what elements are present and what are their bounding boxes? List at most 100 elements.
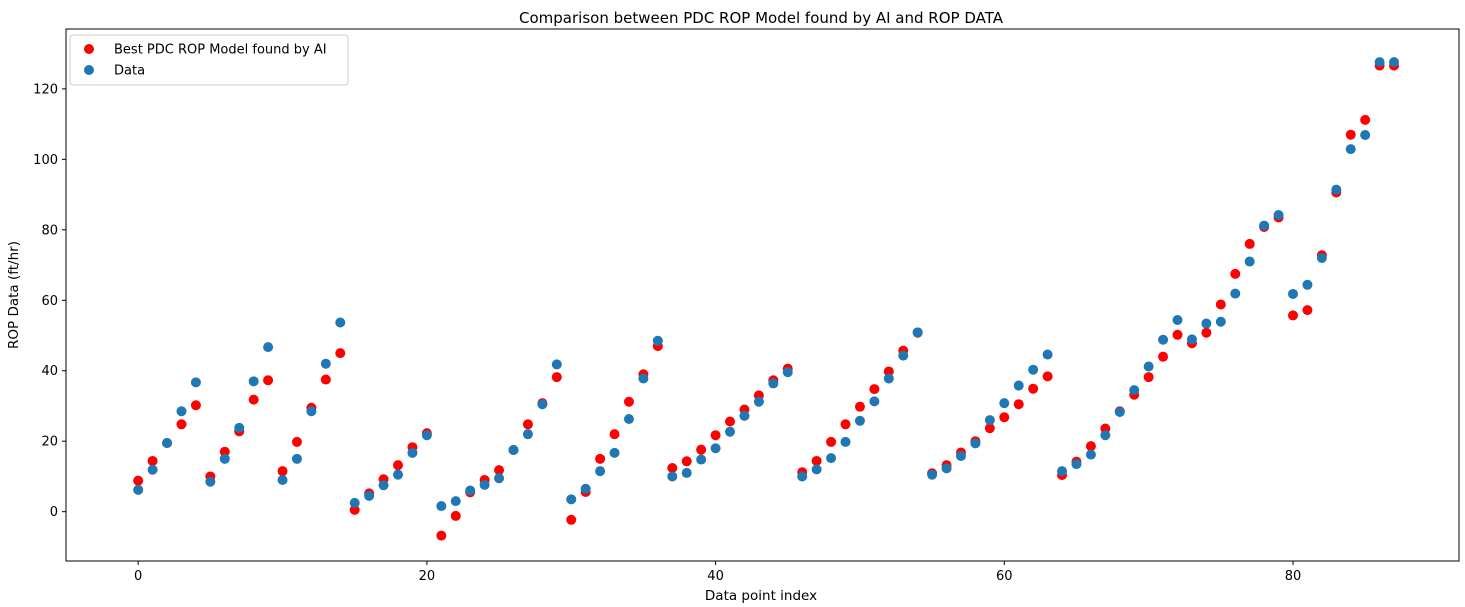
data-point [1288, 289, 1298, 299]
data-point [1129, 385, 1139, 395]
data-point [841, 419, 851, 429]
data-point [133, 476, 143, 486]
data-point [855, 402, 865, 412]
data-point [1028, 365, 1038, 375]
data-point [869, 384, 879, 394]
data-point [595, 454, 605, 464]
legend-label: Best PDC ROP Model found by AI [114, 43, 327, 58]
data-point [234, 423, 244, 433]
data-point [436, 531, 446, 541]
data-point [927, 470, 937, 480]
x-axis-label: Data point index [705, 588, 817, 604]
data-point [1100, 430, 1110, 440]
data-point [1173, 315, 1183, 325]
data-point [638, 373, 648, 383]
data-point [1360, 115, 1370, 125]
data-point [624, 414, 634, 424]
legend-marker [84, 44, 94, 54]
data-point [1216, 300, 1226, 310]
x-tick-label: 20 [419, 569, 436, 584]
data-point [1230, 289, 1240, 299]
data-point [292, 454, 302, 464]
data-point [696, 445, 706, 455]
data-point [451, 511, 461, 521]
y-axis-label: ROP Data (ft/hr) [6, 241, 22, 349]
data-point [176, 419, 186, 429]
data-point [999, 398, 1009, 408]
data-point [826, 437, 836, 447]
y-tick-label: 120 [33, 82, 58, 97]
data-point [1230, 269, 1240, 279]
y-tick-label: 0 [50, 505, 58, 520]
data-point [1187, 334, 1197, 344]
chart-title: Comparison between PDC ROP Model found b… [519, 9, 1004, 27]
data-point [1057, 466, 1067, 476]
data-point [205, 477, 215, 487]
data-point [278, 466, 288, 476]
data-point [1158, 335, 1168, 345]
data-point [422, 430, 432, 440]
data-point [566, 515, 576, 525]
data-point [1014, 381, 1024, 391]
data-point [956, 451, 966, 461]
y-tick-label: 80 [41, 223, 58, 238]
data-point [1259, 221, 1269, 231]
y-tick-label: 60 [41, 294, 58, 309]
data-point [653, 336, 663, 346]
data-point [552, 372, 562, 382]
data-point [1043, 371, 1053, 381]
data-point [884, 373, 894, 383]
y-axis-ticks: 0 20 40 60 80 100 120 [33, 82, 66, 520]
x-axis-ticks: 0 20 40 60 80 [134, 561, 1301, 584]
data-point [1346, 130, 1356, 140]
data-point [321, 359, 331, 369]
data-point [1274, 210, 1284, 220]
data-point [1375, 57, 1385, 67]
data-point [508, 445, 518, 455]
y-tick-label: 100 [33, 153, 58, 168]
data-point [148, 465, 158, 475]
data-point [1331, 185, 1341, 195]
data-point [393, 470, 403, 480]
data-point [220, 454, 230, 464]
data-point [725, 416, 735, 426]
data-point [494, 473, 504, 483]
data-point [162, 438, 172, 448]
data-point [176, 406, 186, 416]
data-point [1158, 352, 1168, 362]
data-point [711, 443, 721, 453]
data-point [610, 448, 620, 458]
data-point [841, 437, 851, 447]
data-point [1144, 372, 1154, 382]
data-point [711, 430, 721, 440]
data-point [855, 416, 865, 426]
data-point [552, 359, 562, 369]
data-point [898, 351, 908, 361]
data-point [1317, 253, 1327, 263]
data-point [480, 480, 490, 490]
data-point [278, 475, 288, 485]
data-point [696, 455, 706, 465]
data-point [1173, 330, 1183, 340]
data-point [1071, 459, 1081, 469]
data-point [610, 429, 620, 439]
data-point [754, 397, 764, 407]
x-tick-label: 80 [1285, 569, 1302, 584]
data-point [812, 464, 822, 474]
data-point [335, 317, 345, 327]
data-point [581, 484, 591, 494]
data-point [1302, 280, 1312, 290]
data-point [999, 412, 1009, 422]
data-point [1115, 407, 1125, 417]
data-point [148, 456, 158, 466]
data-point [667, 471, 677, 481]
data-point [1245, 239, 1255, 249]
data-point [682, 456, 692, 466]
data-point [393, 460, 403, 470]
data-point [537, 399, 547, 409]
data-point [191, 400, 201, 410]
data-point [1360, 130, 1370, 140]
data-point [797, 471, 807, 481]
data-point [191, 377, 201, 387]
